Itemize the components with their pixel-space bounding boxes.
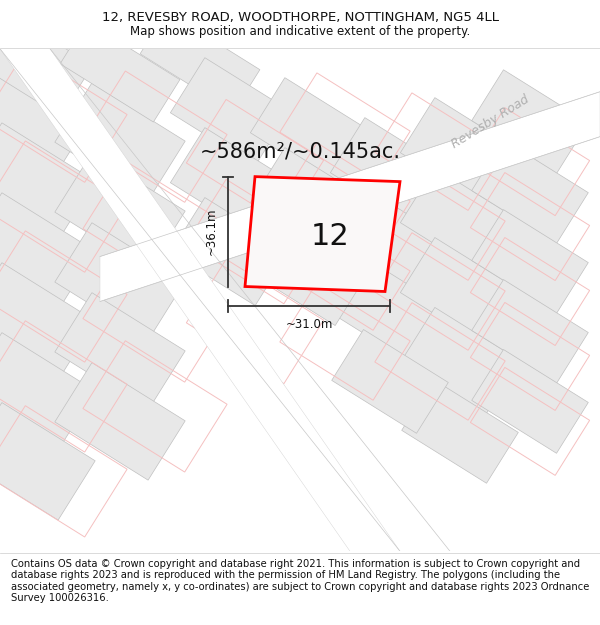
Polygon shape: [402, 379, 518, 483]
Polygon shape: [55, 222, 185, 340]
Text: ~36.1m: ~36.1m: [205, 208, 218, 256]
Polygon shape: [60, 21, 180, 122]
Text: Revesby Road: Revesby Road: [449, 92, 531, 151]
Polygon shape: [331, 258, 449, 366]
Polygon shape: [472, 209, 588, 313]
Polygon shape: [0, 53, 95, 171]
Text: 12, REVESBY ROAD, WOODTHORPE, NOTTINGHAM, NG5 4LL: 12, REVESBY ROAD, WOODTHORPE, NOTTINGHAM…: [101, 11, 499, 24]
Polygon shape: [331, 118, 449, 226]
Polygon shape: [472, 279, 588, 383]
Polygon shape: [55, 153, 185, 271]
Polygon shape: [0, 192, 95, 311]
Text: Map shows position and indicative extent of the property.: Map shows position and indicative extent…: [130, 25, 470, 38]
Polygon shape: [170, 127, 290, 236]
Polygon shape: [0, 49, 400, 551]
Text: ~31.0m: ~31.0m: [286, 319, 332, 331]
Polygon shape: [140, 11, 260, 112]
Polygon shape: [55, 362, 185, 480]
Text: ~586m²/~0.145ac.: ~586m²/~0.145ac.: [199, 142, 401, 162]
Polygon shape: [472, 140, 588, 244]
Polygon shape: [250, 78, 370, 186]
Polygon shape: [472, 349, 588, 453]
Polygon shape: [400, 308, 520, 416]
Polygon shape: [0, 123, 95, 241]
Polygon shape: [55, 83, 185, 201]
Polygon shape: [331, 188, 449, 296]
Polygon shape: [250, 217, 370, 326]
Polygon shape: [0, 262, 95, 380]
Polygon shape: [400, 168, 520, 276]
Polygon shape: [245, 177, 400, 291]
Polygon shape: [250, 148, 370, 256]
Polygon shape: [170, 198, 290, 306]
Polygon shape: [0, 402, 95, 520]
Polygon shape: [400, 98, 520, 206]
Text: 12: 12: [311, 222, 349, 251]
Polygon shape: [400, 238, 520, 346]
Polygon shape: [332, 329, 448, 433]
Polygon shape: [0, 332, 95, 450]
Polygon shape: [100, 92, 600, 301]
Text: Revesby Ro...: Revesby Ro...: [250, 221, 316, 267]
Text: Contains OS data © Crown copyright and database right 2021. This information is : Contains OS data © Crown copyright and d…: [11, 559, 589, 603]
Polygon shape: [472, 70, 588, 174]
Polygon shape: [170, 58, 290, 166]
Polygon shape: [55, 292, 185, 410]
Polygon shape: [0, 8, 92, 116]
Polygon shape: [263, 178, 377, 285]
